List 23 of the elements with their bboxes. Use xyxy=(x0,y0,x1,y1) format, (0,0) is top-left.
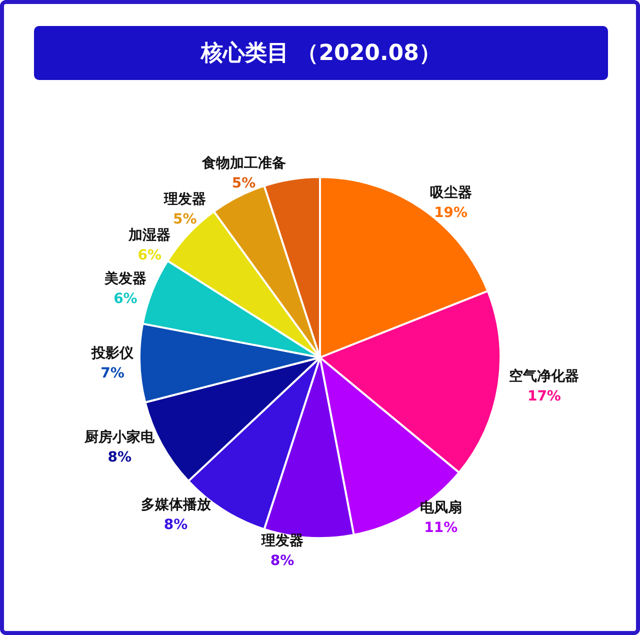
data-label: 8% xyxy=(164,516,188,533)
slice-label: 加湿器 xyxy=(128,227,171,244)
slice-label: 吸尘器 xyxy=(430,185,472,202)
slice-label: 电风扇 xyxy=(420,499,462,516)
data-label: 11% xyxy=(424,520,458,536)
data-label: 17% xyxy=(527,388,561,405)
data-label: 6% xyxy=(114,290,138,307)
slice-label: 食物加工准备 xyxy=(200,155,286,172)
slice-label: 美发器 xyxy=(103,270,146,287)
data-label: 8% xyxy=(108,449,132,466)
data-label: 19% xyxy=(434,205,468,222)
data-label: 8% xyxy=(270,552,294,569)
slice-label: 理发器 xyxy=(162,191,206,208)
slice-label: 空气净化器 xyxy=(509,368,580,385)
slice-label: 多媒体播放 xyxy=(140,496,212,513)
data-label: 5% xyxy=(172,211,197,228)
slice-label: 投影仪 xyxy=(90,345,135,362)
slice-label: 理发器 xyxy=(260,532,304,549)
slice-label: 厨房小家电 xyxy=(84,428,156,446)
data-label: 5% xyxy=(232,175,256,192)
data-label: 6% xyxy=(138,247,162,264)
data-label: 7% xyxy=(100,365,124,382)
chart-title: 核心类目 （2020.08） xyxy=(34,26,608,80)
